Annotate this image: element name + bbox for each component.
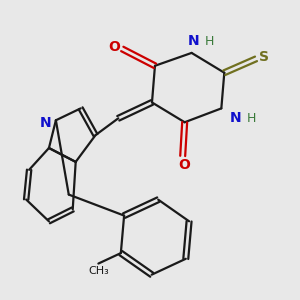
Text: N: N: [40, 116, 52, 130]
Text: H: H: [205, 34, 214, 47]
Text: CH₃: CH₃: [88, 266, 109, 277]
Text: N: N: [188, 34, 200, 48]
Text: O: O: [108, 40, 120, 54]
Text: H: H: [246, 112, 256, 125]
Text: N: N: [230, 111, 241, 125]
Text: O: O: [179, 158, 190, 172]
Text: S: S: [259, 50, 269, 64]
